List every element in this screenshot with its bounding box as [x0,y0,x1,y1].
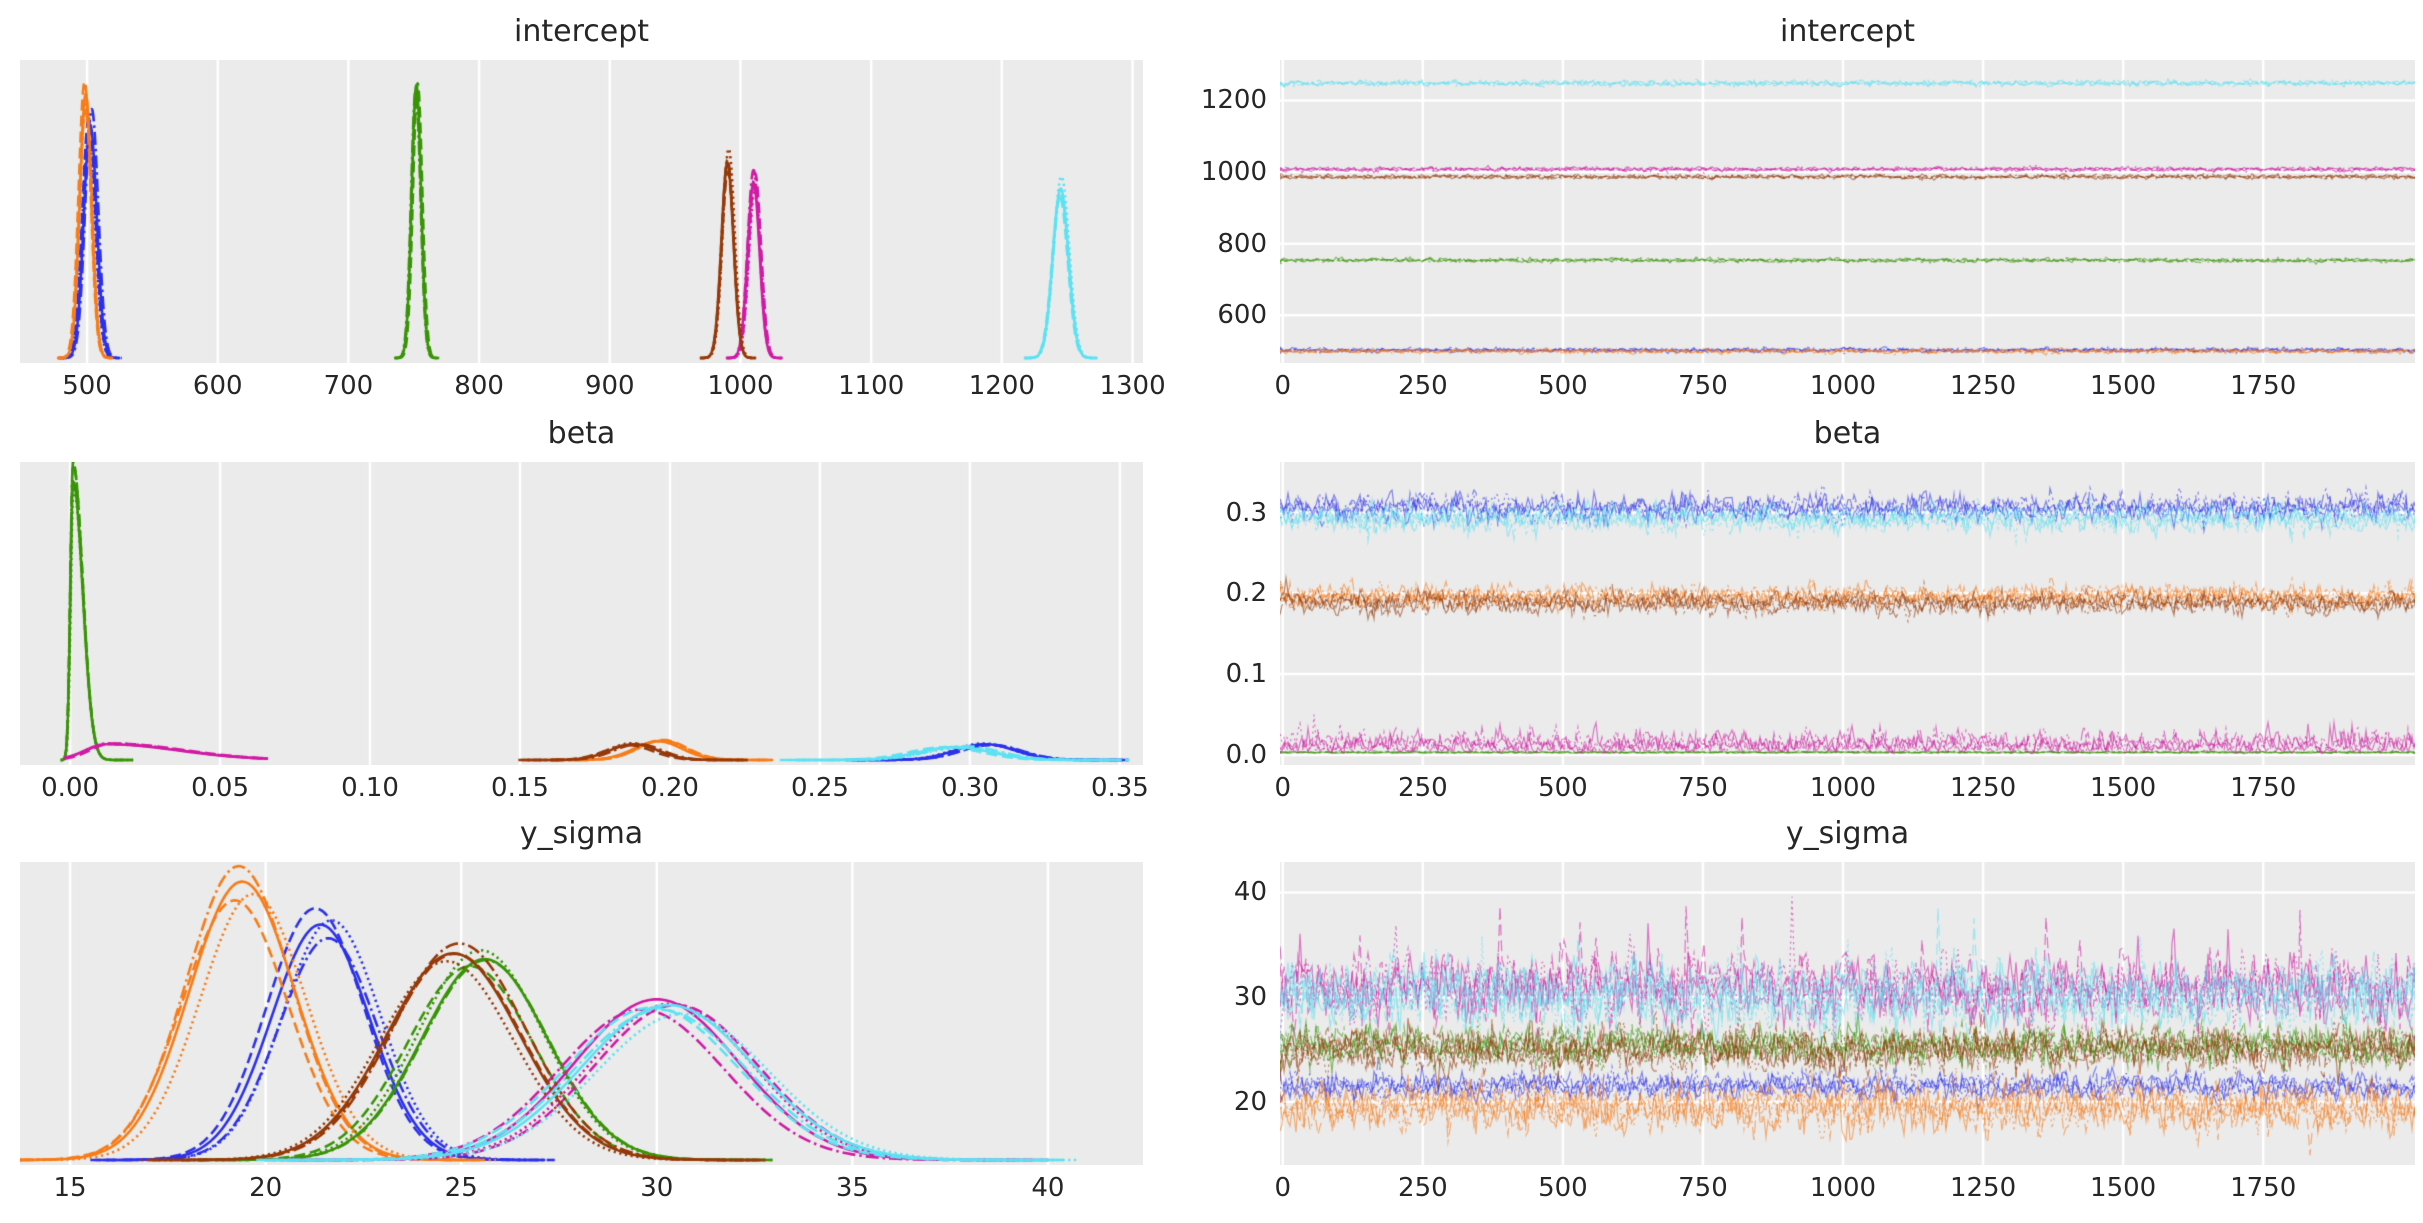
x-tick-label: 750 [1678,773,1728,803]
x-tick-label: 0.20 [641,773,699,803]
x-tick-label: 500 [1538,1173,1588,1203]
y-tick-label: 40 [1233,877,1267,908]
x-tick-label: 0.00 [41,773,100,803]
x-tick-label: 1750 [2230,371,2297,401]
y-tick-label: 0.2 [1225,578,1267,609]
x-tick-label: 15 [53,1173,87,1203]
x-tick-label: 0.25 [791,773,849,803]
x-tick-label: 0.35 [1090,773,1149,803]
y-tick-label: 0.3 [1225,497,1267,528]
y-tick-label: 30 [1233,982,1267,1013]
subplot-title: intercept [514,14,649,49]
y-tick-label: 600 [1217,300,1267,331]
x-tick-label: 800 [454,371,504,401]
x-tick-label: 1750 [2230,1173,2297,1203]
x-tick-label: 30 [640,1173,674,1203]
x-tick-label: 1000 [1809,1173,1877,1203]
y-tick-label: 1000 [1200,157,1267,188]
subplot-y_sigma-trace: y_sigma 0 250 500 750 1000 1250 1500 1750 20 30 40 [1234,816,2415,1203]
x-tick-label: 0 [1274,773,1292,803]
x-tick-label: 500 [1538,371,1588,401]
x-tick-label: 1500 [2090,371,2157,401]
x-tick-label: 20 [249,1173,283,1203]
x-tick-label: 1750 [2230,773,2297,803]
x-tick-label: 900 [584,371,635,401]
x-tick-label: 700 [323,371,374,401]
subplot-title: beta [547,416,616,451]
x-tick-label: 1200 [968,371,1035,401]
subplot-title: intercept [1780,14,1915,49]
x-tick-label: 1300 [1099,371,1166,401]
x-tick-label: 0.15 [491,773,549,803]
x-tick-label: 1000 [1809,371,1877,401]
x-tick-label: 500 [1538,773,1588,803]
x-tick-label: 750 [1678,371,1728,401]
x-tick-label: 250 [1398,773,1448,803]
y_sigma-density-plot [20,862,1143,1165]
y-tick-label: 0.0 [1225,739,1267,770]
y-tick-label: 800 [1217,228,1267,259]
subplot-title: beta [1813,416,1882,451]
x-tick-label: 25 [444,1173,478,1203]
x-tick-label: 0.30 [940,773,999,803]
x-tick-label: 0 [1274,1173,1292,1203]
subplot-y_sigma-density: y_sigma 15 20 25 30 35 40 [20,816,1143,1203]
x-tick-label: 1000 [707,371,774,401]
x-tick-label: 250 [1398,371,1448,401]
x-tick-label: 1250 [1949,371,2017,401]
subplot-intercept-density: intercept 500 600 700 800 900 1000 1100 1200 130… [20,14,1166,401]
x-tick-label: 500 [62,371,112,401]
x-tick-label: 40 [1031,1173,1065,1203]
y_sigma-trace-plot [1280,862,2415,1165]
x-tick-label: 0.10 [341,773,399,803]
x-tick-label: 0 [1274,371,1292,401]
y-tick-label: 1200 [1200,85,1267,116]
subplot-beta-density: beta 0.00 0.05 0.10 0.15 0.20 0.25 0.30 0.35 [20,416,1149,803]
x-tick-label: 1500 [2090,773,2157,803]
x-tick-label: 1500 [2090,1173,2157,1203]
intercept-trace-plot [1280,60,2415,363]
x-tick-label: 0.05 [191,773,250,803]
x-tick-label: 600 [192,371,243,401]
subplot-beta-trace: beta 0 250 500 750 1000 1250 1500 1750 0.0 0.1 0.2… [1226,416,2415,803]
beta-density-plot [20,462,1143,765]
subplot-title: y_sigma [1785,816,1910,851]
y-tick-label: 0.1 [1225,659,1267,690]
beta-trace-plot [1280,462,2415,765]
x-tick-label: 35 [835,1173,869,1203]
y-tick-label: 20 [1233,1087,1267,1118]
subplot-intercept-trace: intercept 0 250 500 750 1000 1250 1500 1750 600 8… [1201,14,2415,401]
subplot-title: y_sigma [519,816,644,851]
x-tick-label: 1000 [1809,773,1877,803]
x-tick-label: 1250 [1949,773,2017,803]
x-tick-label: 750 [1678,1173,1728,1203]
x-tick-label: 250 [1398,1173,1448,1203]
x-tick-label: 1250 [1949,1173,2017,1203]
intercept-density-plot [20,60,1143,363]
x-tick-label: 1100 [838,371,905,401]
